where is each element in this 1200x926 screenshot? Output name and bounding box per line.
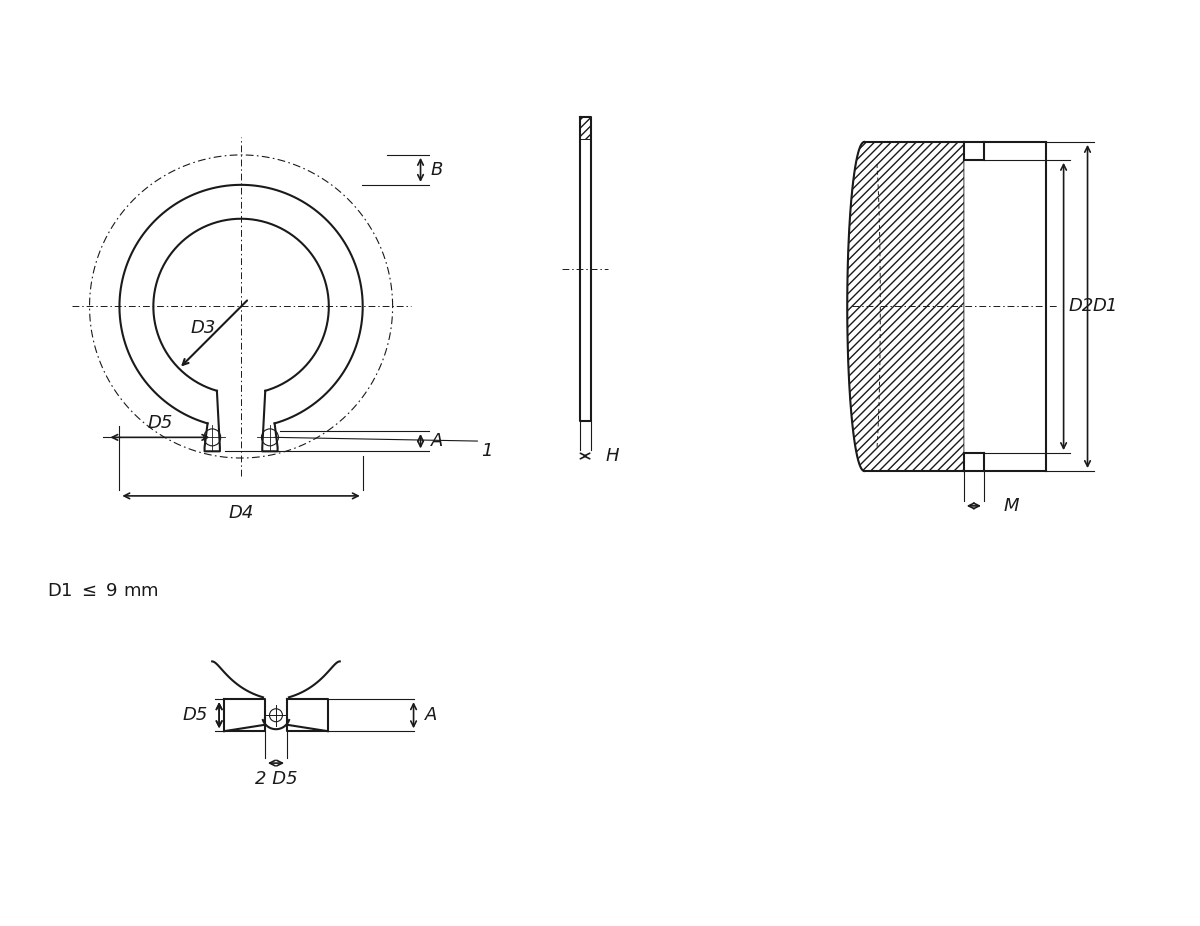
Text: A: A (425, 707, 438, 724)
Text: D5: D5 (182, 707, 208, 724)
Text: B: B (431, 161, 443, 179)
Text: H: H (606, 447, 619, 465)
Text: 1: 1 (481, 442, 493, 460)
Text: A: A (431, 432, 444, 450)
Bar (580, 117, 590, 139)
Polygon shape (847, 142, 964, 471)
Text: D1: D1 (1093, 297, 1118, 316)
Text: 2 D5: 2 D5 (254, 770, 298, 788)
Text: D5: D5 (148, 415, 173, 432)
Text: D2: D2 (1069, 297, 1094, 316)
Text: M: M (1004, 497, 1020, 515)
Text: D4: D4 (228, 504, 253, 522)
Text: D3: D3 (191, 319, 216, 337)
Text: D1 $\leq$ 9 mm: D1 $\leq$ 9 mm (47, 582, 158, 600)
